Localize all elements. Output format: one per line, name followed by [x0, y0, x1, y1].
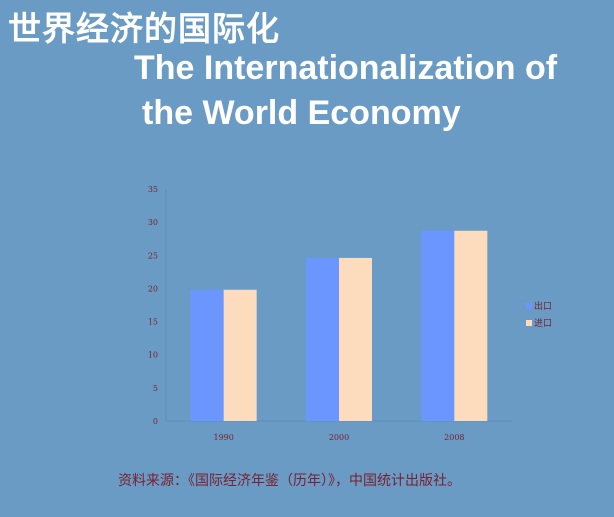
bar-import-1990: [223, 289, 257, 421]
y-tick-label: 10: [148, 351, 158, 360]
y-tick-label: 15: [148, 318, 158, 327]
y-tick-label: 5: [153, 384, 158, 393]
x-tick-label: 1990: [213, 433, 233, 442]
title-english-line2: the World Economy: [142, 94, 461, 132]
title-english: The Internationalization of the World Ec…: [134, 46, 614, 136]
legend-label-export: 出口: [534, 300, 552, 312]
chart-bars: [190, 230, 488, 421]
y-tick-label: 30: [148, 218, 158, 227]
x-tick-label: 2008: [444, 433, 464, 442]
bar-export-2000: [306, 257, 339, 421]
y-tick-label: 25: [148, 251, 158, 260]
x-tick-label: 2000: [329, 433, 349, 442]
y-tick-label: 20: [148, 284, 158, 293]
bar-import-2008: [454, 230, 488, 421]
legend-swatch-export: [526, 303, 532, 309]
source-note: 资料来源：《国际经济年鉴（历年）》，中国统计出版社。: [118, 473, 461, 489]
bar-export-2008: [421, 230, 455, 421]
title-chinese: 世界经济的国际化: [8, 9, 280, 48]
y-tick-label: 0: [153, 417, 158, 426]
legend-swatch-import: [526, 320, 532, 326]
bar-export-1990: [190, 289, 224, 421]
title-english-line1: The Internationalization of: [134, 49, 558, 87]
legend-label-import: 进口: [534, 318, 552, 329]
bar-import-2000: [339, 257, 372, 421]
y-tick-label: 35: [148, 185, 158, 194]
